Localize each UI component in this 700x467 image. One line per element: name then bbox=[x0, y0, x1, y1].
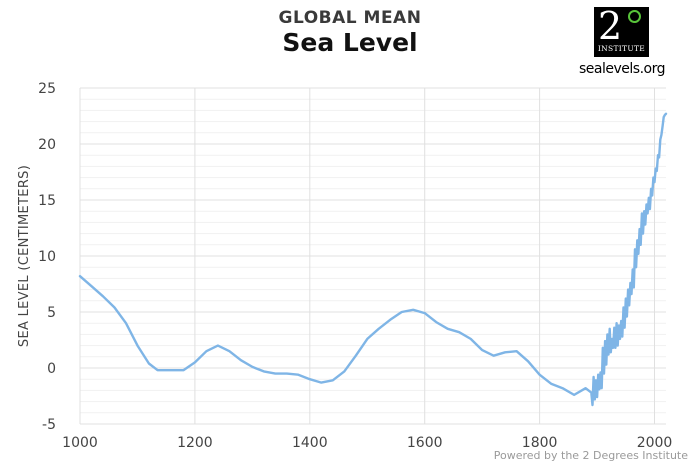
y-tick-label: 15 bbox=[38, 193, 56, 209]
x-tick-label: 1200 bbox=[177, 435, 213, 451]
y-tick-label: 0 bbox=[47, 361, 56, 377]
series bbox=[78, 112, 668, 407]
x-tick-label: 1000 bbox=[62, 435, 98, 451]
y-tick-label: 20 bbox=[38, 137, 56, 153]
logo-org-label: INSTITUTE bbox=[597, 44, 646, 53]
logo-degree-icon bbox=[628, 10, 641, 23]
grid bbox=[79, 87, 666, 425]
institute-logo: 2 INSTITUTE bbox=[594, 4, 649, 57]
axes: -5 0 5 10 15 20 25 1000 1200 1400 1600 1800 2000 bbox=[38, 81, 672, 451]
chart-title: Sea Level bbox=[282, 28, 418, 57]
logo-url: sealevels.org bbox=[579, 61, 665, 77]
chart-supertitle: GLOBAL MEAN bbox=[278, 8, 422, 28]
x-tick-label: 1800 bbox=[522, 435, 558, 451]
y-axis-label: SEA LEVEL (CENTIMETERS) bbox=[17, 165, 32, 347]
y-tick-label: -5 bbox=[42, 417, 56, 433]
x-tick-label: 2000 bbox=[637, 435, 673, 451]
y-tick-label: 10 bbox=[38, 249, 56, 265]
y-tick-label: 25 bbox=[38, 81, 56, 97]
y-tick-label: 5 bbox=[47, 305, 56, 321]
credit-text: Powered by the 2 Degrees Institute bbox=[493, 449, 688, 462]
x-tick-label: 1400 bbox=[292, 435, 328, 451]
sea-level-line bbox=[78, 112, 668, 407]
x-tick-label: 1600 bbox=[407, 435, 443, 451]
logo-numeral: 2 bbox=[598, 4, 623, 48]
